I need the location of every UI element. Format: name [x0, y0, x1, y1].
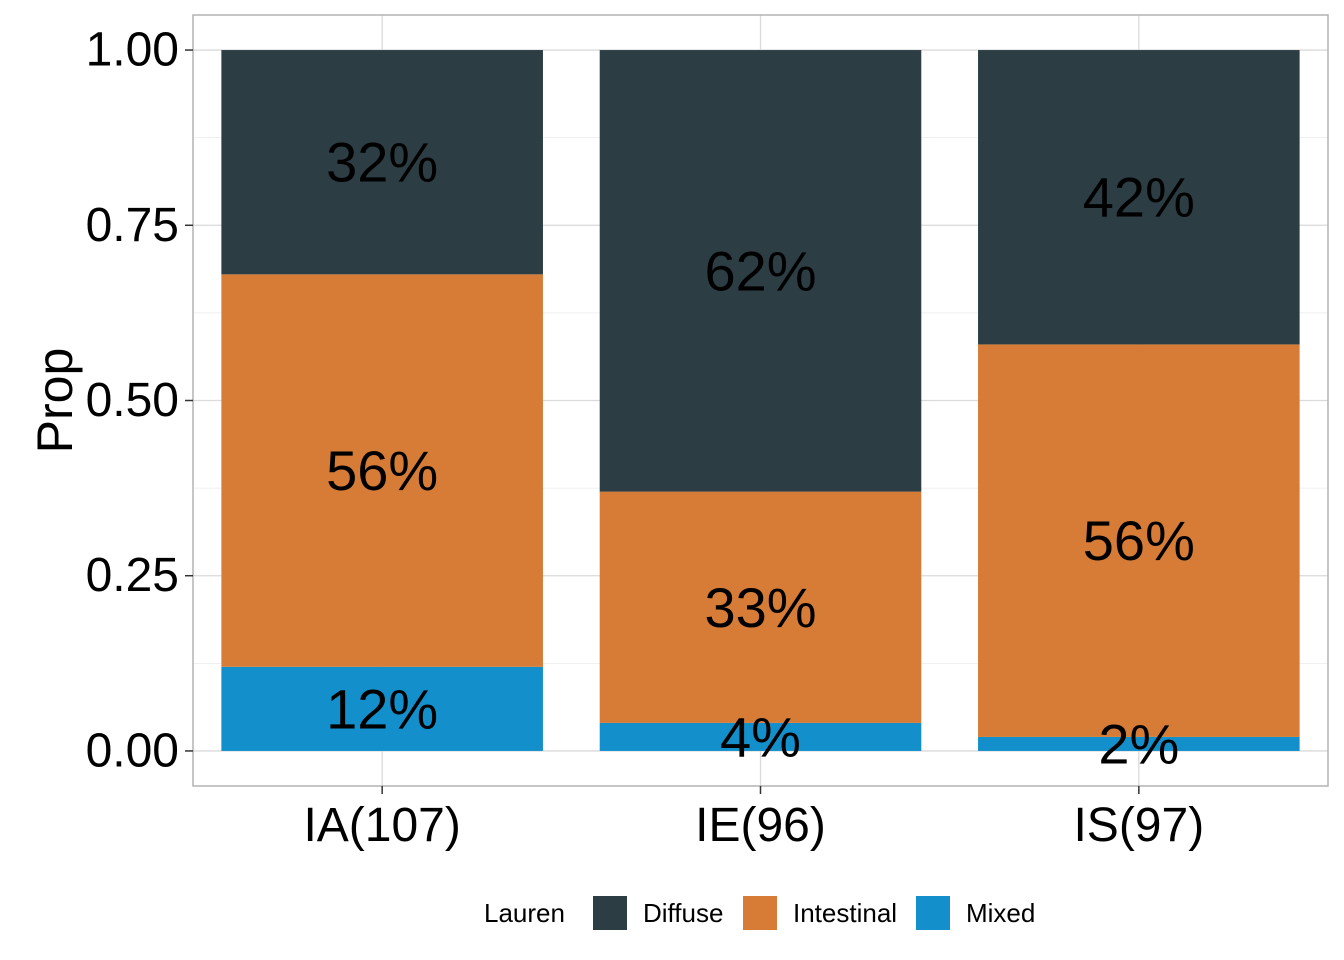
x-tick-label: IS(97) — [1073, 799, 1204, 852]
bars — [221, 50, 1300, 751]
legend-key-intestinal — [743, 896, 777, 930]
x-tick-label: IA(107) — [303, 799, 460, 852]
bar-mixed-2 — [978, 736, 1300, 751]
bar-label-mixed-2: 2% — [1098, 712, 1179, 775]
bar-diffuse-1 — [599, 50, 922, 492]
y-tick-label: 0.50 — [86, 374, 179, 427]
y-axis-title: Prop — [27, 348, 83, 454]
y-tick-label: 1.00 — [86, 24, 179, 77]
bar-label-intestinal-1: 33% — [704, 576, 816, 639]
x-tick-label: IE(96) — [695, 799, 826, 852]
bar-label-intestinal-0: 56% — [326, 439, 438, 502]
bar-intestinal-0 — [221, 274, 543, 667]
bar-labels: 12% 56% 32% 4% 33% 62% 2% 56% 42% — [326, 131, 1195, 776]
bar-label-intestinal-2: 56% — [1083, 509, 1195, 572]
legend-title: Lauren — [484, 898, 565, 928]
legend-label-diffuse: Diffuse — [643, 898, 723, 928]
y-tick-label: 0.75 — [86, 199, 179, 252]
bar-label-mixed-1: 4% — [720, 705, 801, 768]
bar-label-diffuse-0: 32% — [326, 131, 438, 194]
bar-intestinal-1 — [599, 491, 922, 723]
bar-label-diffuse-2: 42% — [1083, 166, 1195, 229]
bar-mixed-0 — [221, 666, 543, 751]
legend-label-mixed: Mixed — [966, 898, 1035, 928]
bar-mixed-1 — [599, 722, 922, 751]
bar-label-mixed-0: 12% — [326, 677, 438, 740]
bar-diffuse-0 — [221, 50, 543, 275]
legend-key-diffuse — [593, 896, 627, 930]
y-axis-ticks: 0.00 0.25 0.50 0.75 1.00 — [86, 24, 193, 777]
legend: Lauren Diffuse Intestinal Mixed — [484, 896, 1035, 930]
bar-label-diffuse-1: 62% — [704, 239, 816, 302]
bar-diffuse-2 — [978, 50, 1300, 345]
y-tick-label: 0.25 — [86, 549, 179, 602]
legend-label-intestinal: Intestinal — [793, 898, 897, 928]
bar-intestinal-2 — [978, 344, 1300, 737]
y-tick-label: 0.00 — [86, 724, 179, 777]
legend-key-mixed — [916, 896, 950, 930]
x-axis-ticks: IA(107) IE(96) IS(97) — [303, 786, 1204, 852]
